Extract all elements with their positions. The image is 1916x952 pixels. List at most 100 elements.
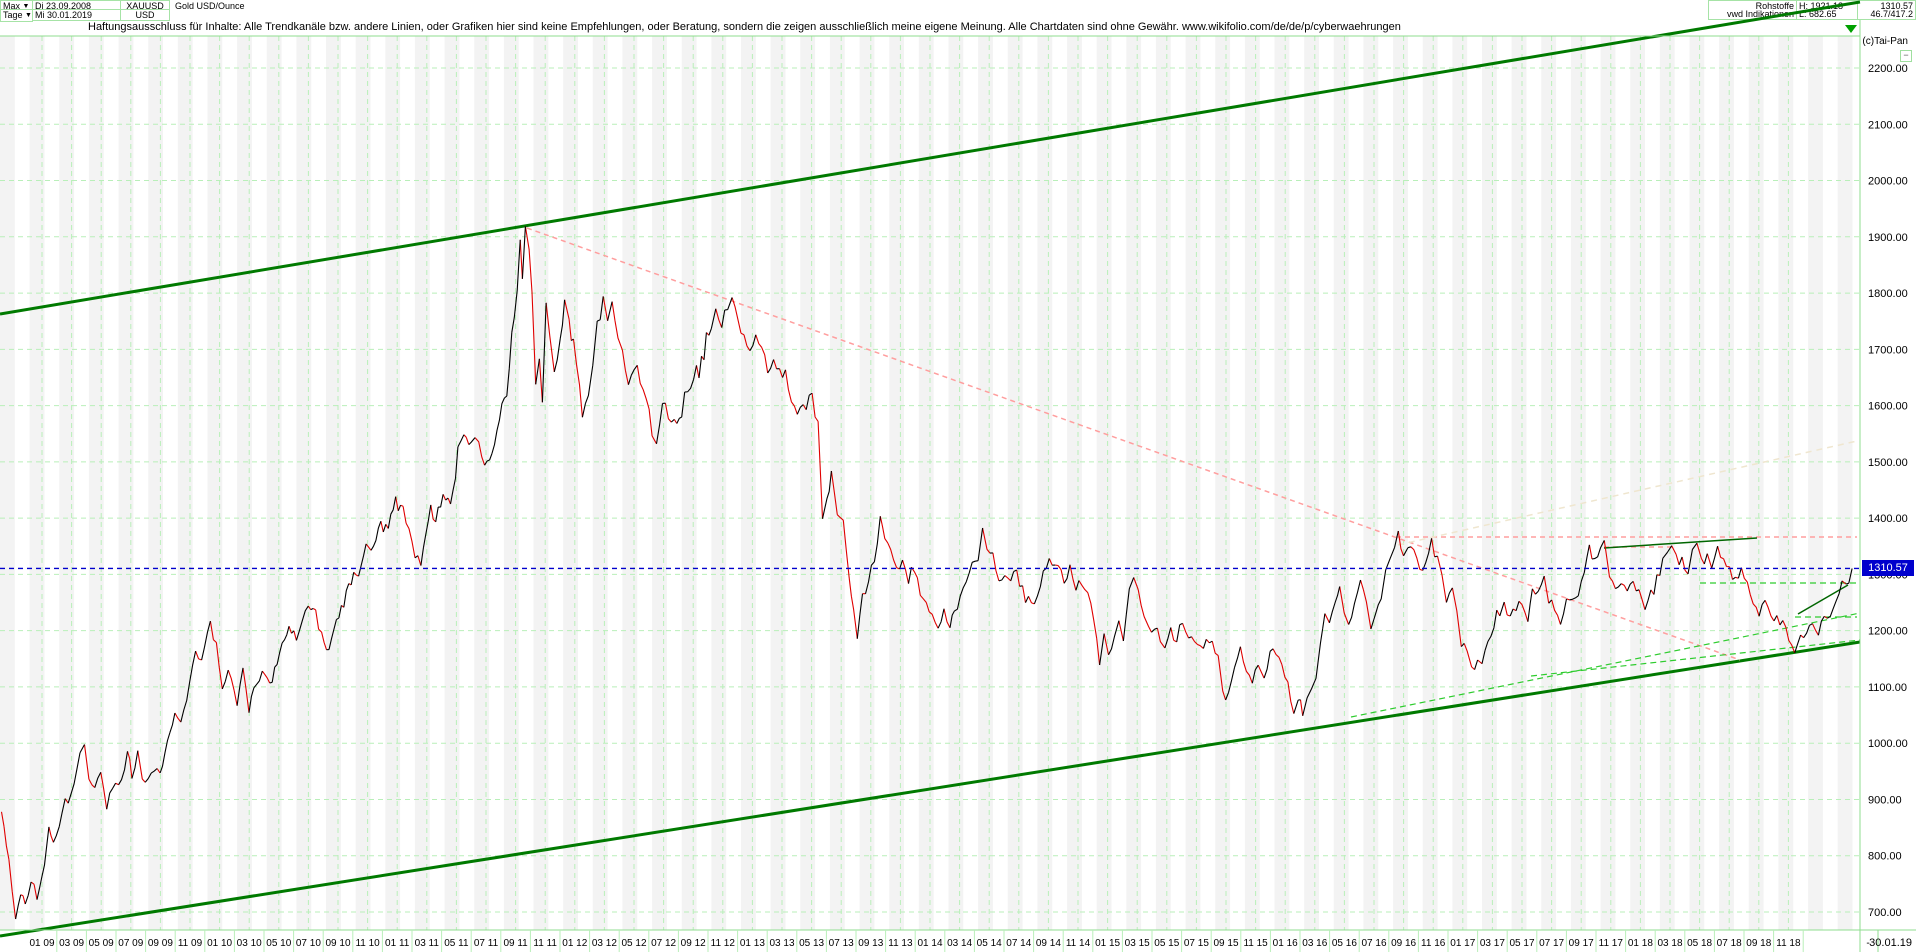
x-axis-label: 11 10 — [355, 938, 380, 949]
footer-last-date: 30.01.19 — [1869, 937, 1912, 949]
x-axis-label: 03 13 — [769, 938, 794, 949]
x-axis-label: 03 11 — [415, 938, 440, 949]
x-axis-label: 09 11 — [503, 938, 528, 949]
x-axis-label: 05 10 — [266, 938, 291, 949]
x-axis-label: 03 10 — [237, 938, 262, 949]
x-axis-label: 01 18 — [1628, 938, 1653, 949]
chevron-down-icon: ▼ — [22, 3, 30, 10]
x-axis-label: 11 15 — [1243, 938, 1268, 949]
y-axis-label: 1500.00 — [1868, 457, 1908, 469]
trendline-faint-rising-line[interactable] — [1397, 440, 1858, 546]
x-axis-label: 07 10 — [296, 938, 321, 949]
x-axis-label: 01 16 — [1273, 938, 1298, 949]
x-axis-label: 09 18 — [1746, 938, 1771, 949]
x-axis-label: 09 12 — [681, 938, 706, 949]
y-axis-label: 900.00 — [1868, 794, 1902, 806]
x-axis-label: 03 12 — [592, 938, 617, 949]
x-axis-label: 07 15 — [1184, 938, 1209, 949]
x-axis-label: 05 17 — [1509, 938, 1534, 949]
trendline-minor-resistance-2018[interactable] — [1603, 537, 1758, 549]
trendlines[interactable] — [0, 0, 1861, 938]
x-axis-label: 11 17 — [1599, 938, 1624, 949]
y-axis-label: 800.00 — [1868, 851, 1902, 863]
x-axis-label: 07 18 — [1717, 938, 1742, 949]
x-axis-label: 11 14 — [1066, 938, 1091, 949]
x-axis-label: 05 13 — [799, 938, 824, 949]
x-axis-label: 05 14 — [977, 938, 1002, 949]
price-series — [0, 226, 1853, 920]
disclaimer-text: Haftungsausschluss für Inhalte: Alle Tre… — [88, 21, 1401, 33]
trendline-lower-channel[interactable] — [0, 640, 1861, 938]
x-axis-label: 03 09 — [59, 938, 84, 949]
x-axis-label: 01 10 — [207, 938, 232, 949]
trendline-descending-resistance-from-2011-peak[interactable] — [526, 227, 1741, 661]
x-axis-label: 05 11 — [444, 938, 469, 949]
marker-down-triangle-icon — [1845, 25, 1857, 33]
y-axis-label: 1400.00 — [1868, 513, 1908, 525]
currency-field: USD — [120, 9, 170, 21]
x-axis-label: 07 11 — [474, 938, 499, 949]
range-dropdown-label: Max — [3, 1, 21, 11]
y-axis-label: 2200.00 — [1868, 63, 1908, 75]
x-axis-label: 05 09 — [89, 938, 114, 949]
axes — [0, 20, 1916, 952]
y-axis-label: 1000.00 — [1868, 738, 1908, 750]
date-axis-labels: 01 09 03 09 05 09 07 09 09 09 11 09 01 10 03 10… — [29, 930, 1912, 952]
y-axis-label: 1900.00 — [1868, 232, 1908, 244]
x-axis-label: 09 17 — [1569, 938, 1594, 949]
x-axis-label: 11 09 — [178, 938, 203, 949]
trendline-rising-support-from-2016-low[interactable] — [1530, 639, 1861, 677]
chevron-down-icon: ▼ — [25, 12, 32, 19]
gridlines — [0, 36, 1860, 930]
x-axis-label: 01 14 — [917, 938, 942, 949]
x-axis-label: 03 14 — [947, 938, 972, 949]
x-axis-label: 07 14 — [1006, 938, 1031, 949]
instrument-name: Gold USD/Ounce — [175, 1, 245, 11]
x-axis-label: 05 18 — [1687, 938, 1712, 949]
trendline-rising-support-from-2015-low[interactable] — [1350, 612, 1861, 718]
x-axis-label: 01 11 — [385, 938, 410, 949]
month-shading-bands — [0, 36, 1853, 930]
last-price-badge: 1310.57 — [1862, 560, 1914, 577]
y-axis-label: 2100.00 — [1868, 119, 1908, 131]
x-axis-label: 05 12 — [621, 938, 646, 949]
trendline-upper-channel[interactable] — [0, 0, 1861, 316]
x-axis-label: 07 09 — [118, 938, 143, 949]
x-axis-label: 07 13 — [829, 938, 854, 949]
minimize-icon[interactable]: − — [1900, 50, 1912, 62]
x-axis-label: 01 09 — [29, 938, 54, 949]
y-axis-label: 1600.00 — [1868, 401, 1908, 413]
copyright-label: (c)Tai-Pan — [1862, 36, 1908, 47]
x-axis-label: 11 16 — [1421, 938, 1446, 949]
x-axis-label: 09 09 — [148, 938, 173, 949]
period-dropdown-label: Tage — [3, 10, 23, 20]
x-axis-label: 05 15 — [1154, 938, 1179, 949]
y-axis-label: 1200.00 — [1868, 626, 1908, 638]
x-axis-label: 11 11 — [533, 938, 557, 949]
x-axis-label: 11 13 — [888, 938, 913, 949]
x-axis-label: 09 14 — [1036, 938, 1061, 949]
x-axis-label: 03 18 — [1657, 938, 1682, 949]
y-axis-label: 1100.00 — [1868, 682, 1907, 694]
y-axis-label: 2000.00 — [1868, 176, 1908, 188]
price-axis-labels: 2200.00 2100.00 2000.00 1900.00 1800.00 1700.… — [1868, 63, 1908, 919]
x-axis-label: 01 13 — [740, 938, 765, 949]
x-axis-label: 03 17 — [1480, 938, 1505, 949]
x-axis-label: 01 17 — [1450, 938, 1475, 949]
x-axis-label: 03 16 — [1302, 938, 1327, 949]
y-axis-label: 1700.00 — [1868, 344, 1908, 356]
x-axis-label: 03 15 — [1125, 938, 1150, 949]
x-axis-label: 07 16 — [1361, 938, 1386, 949]
x-axis-label: 09 16 — [1391, 938, 1416, 949]
x-axis-label: 01 12 — [562, 938, 587, 949]
y-axis-label: 1800.00 — [1868, 288, 1908, 300]
x-axis-label: 11 12 — [711, 938, 736, 949]
x-axis-label: 07 12 — [651, 938, 676, 949]
x-axis-label: 09 10 — [325, 938, 350, 949]
x-axis-label: 05 16 — [1332, 938, 1357, 949]
footer-spacer: - — [1866, 938, 1869, 949]
x-axis-label: 07 17 — [1539, 938, 1564, 949]
x-axis-label: 11 18 — [1776, 938, 1801, 949]
